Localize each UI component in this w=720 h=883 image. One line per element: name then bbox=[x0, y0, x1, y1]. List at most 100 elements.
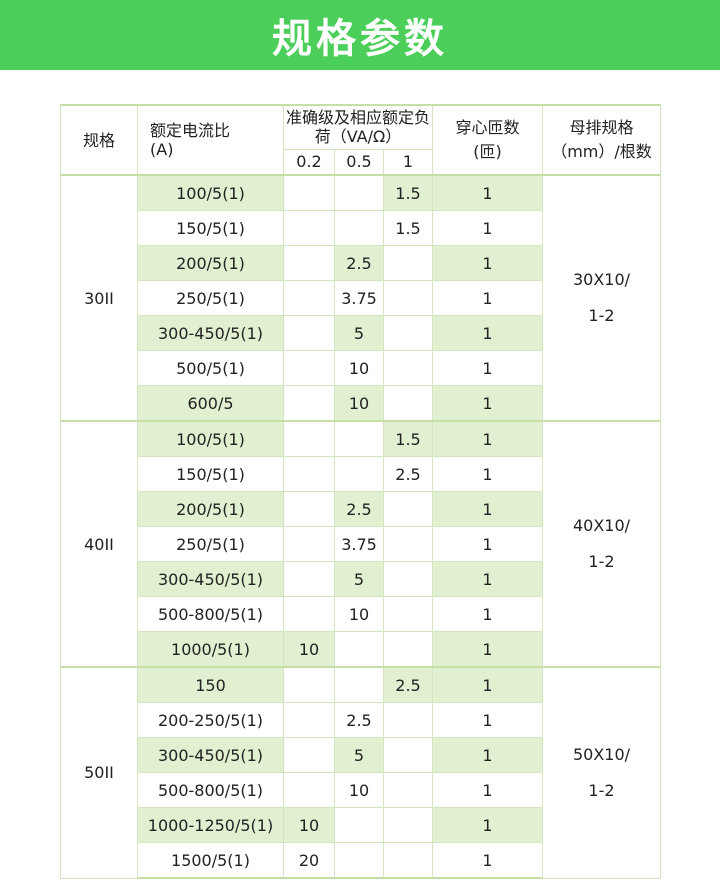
table-row: 600/5 10 1 bbox=[61, 385, 661, 422]
turns-cell: 1 bbox=[432, 526, 543, 562]
turns-cell: 1 bbox=[432, 350, 543, 386]
accuracy-1-cell: 1.5 bbox=[383, 210, 433, 246]
ratio-cell: 250/5(1) bbox=[137, 526, 284, 562]
accuracy-1-cell bbox=[383, 631, 433, 668]
turns-cell: 1 bbox=[432, 315, 543, 351]
accuracy-0-5-cell: 10 bbox=[334, 772, 384, 808]
turns-cell: 1 bbox=[432, 491, 543, 527]
header-model: 规格 bbox=[60, 104, 138, 176]
turns-cell: 1 bbox=[432, 737, 543, 773]
ratio-cell: 500-800/5(1) bbox=[137, 772, 284, 808]
ratio-cell: 300-450/5(1) bbox=[137, 737, 284, 773]
table-row: 50II 150 2.5 1 50X10/ 1-2 bbox=[60, 666, 661, 879]
busbar-cell: 50X10/ 1-2 bbox=[542, 666, 661, 879]
accuracy-0-2-cell bbox=[283, 491, 335, 527]
ratio-cell: 500-800/5(1) bbox=[137, 596, 284, 632]
accuracy-1-cell bbox=[383, 737, 433, 773]
header-acc-0-5: 0.5 bbox=[334, 148, 384, 176]
turns-cell: 1 bbox=[432, 280, 543, 316]
accuracy-0-2-cell bbox=[283, 526, 335, 562]
table-row: 200/5(1) 2.5 1 bbox=[61, 245, 661, 281]
table-row: 250/5(1) 3.75 1 bbox=[61, 280, 661, 316]
accuracy-0-2-cell bbox=[283, 350, 335, 386]
accuracy-0-5-cell: 5 bbox=[334, 737, 384, 773]
ratio-cell: 300-450/5(1) bbox=[137, 315, 284, 351]
table-row: 500-800/5(1) 10 1 bbox=[61, 596, 661, 632]
header-acc-1: 1 bbox=[383, 148, 433, 176]
table-row: 1500/5(1) 20 1 bbox=[61, 842, 661, 879]
ratio-cell: 250/5(1) bbox=[137, 280, 284, 316]
accuracy-0-2-cell bbox=[283, 174, 335, 211]
accuracy-0-5-cell: 5 bbox=[334, 315, 384, 351]
accuracy-0-5-cell: 2.5 bbox=[334, 702, 384, 738]
ratio-cell: 200/5(1) bbox=[137, 491, 284, 527]
ratio-cell: 500/5(1) bbox=[137, 350, 284, 386]
ratio-cell: 100/5(1) bbox=[137, 420, 284, 457]
header-accuracy: 准确级及相应额定负荷（VA/Ω） bbox=[283, 104, 433, 150]
accuracy-1-cell bbox=[383, 350, 433, 386]
accuracy-1-cell bbox=[383, 596, 433, 632]
accuracy-1-cell bbox=[383, 385, 433, 422]
accuracy-0-2-cell bbox=[283, 280, 335, 316]
table-row: 40II 100/5(1) 1.5 1 40X10/ 1-2 bbox=[60, 420, 661, 668]
accuracy-0-5-cell bbox=[334, 842, 384, 879]
accuracy-1-cell bbox=[383, 772, 433, 808]
turns-cell: 1 bbox=[432, 456, 543, 492]
accuracy-0-5-cell bbox=[334, 456, 384, 492]
header-acc-0-2: 0.2 bbox=[283, 148, 335, 176]
model-cell: 50II bbox=[60, 666, 138, 879]
accuracy-1-cell bbox=[383, 561, 433, 597]
turns-cell: 1 bbox=[432, 666, 543, 703]
accuracy-1-cell: 1.5 bbox=[383, 420, 433, 457]
accuracy-1-cell bbox=[383, 842, 433, 879]
accuracy-0-5-cell: 10 bbox=[334, 385, 384, 422]
busbar-cell: 30X10/ 1-2 bbox=[542, 174, 661, 422]
spec-table: 规格 额定电流比 (A) 准确级及相应额定负荷（VA/Ω） 穿心匝数 (匝) 母… bbox=[60, 104, 661, 879]
accuracy-0-5-cell: 3.75 bbox=[334, 280, 384, 316]
accuracy-0-5-cell bbox=[334, 210, 384, 246]
header-ratio: 额定电流比 (A) bbox=[137, 104, 284, 176]
accuracy-0-2-cell bbox=[283, 245, 335, 281]
accuracy-1-cell bbox=[383, 702, 433, 738]
accuracy-0-5-cell bbox=[334, 174, 384, 211]
accuracy-0-2-cell bbox=[283, 702, 335, 738]
accuracy-1-cell bbox=[383, 526, 433, 562]
ratio-cell: 200/5(1) bbox=[137, 245, 284, 281]
accuracy-0-2-cell bbox=[283, 772, 335, 808]
accuracy-0-2-cell bbox=[283, 420, 335, 457]
accuracy-1-cell bbox=[383, 245, 433, 281]
accuracy-0-5-cell: 3.75 bbox=[334, 526, 384, 562]
accuracy-1-cell: 2.5 bbox=[383, 456, 433, 492]
table-row: 1000/5(1) 10 1 bbox=[61, 631, 661, 668]
accuracy-0-5-cell bbox=[334, 666, 384, 703]
accuracy-0-2-cell: 20 bbox=[283, 842, 335, 879]
accuracy-0-5-cell bbox=[334, 807, 384, 843]
accuracy-0-2-cell bbox=[283, 596, 335, 632]
ratio-cell: 600/5 bbox=[137, 385, 284, 422]
turns-cell: 1 bbox=[432, 174, 543, 211]
turns-cell: 1 bbox=[432, 702, 543, 738]
table-row: 1000-1250/5(1) 10 1 bbox=[61, 807, 661, 843]
title-banner: 规格参数 bbox=[0, 0, 720, 70]
header-turns: 穿心匝数 (匝) bbox=[432, 104, 543, 176]
accuracy-0-5-cell: 10 bbox=[334, 596, 384, 632]
accuracy-0-5-cell bbox=[334, 631, 384, 668]
accuracy-1-cell: 2.5 bbox=[383, 666, 433, 703]
accuracy-0-5-cell: 10 bbox=[334, 350, 384, 386]
accuracy-1-cell bbox=[383, 280, 433, 316]
accuracy-0-2-cell bbox=[283, 385, 335, 422]
accuracy-0-5-cell: 2.5 bbox=[334, 245, 384, 281]
accuracy-1-cell bbox=[383, 315, 433, 351]
accuracy-0-5-cell: 2.5 bbox=[334, 491, 384, 527]
ratio-cell: 1000-1250/5(1) bbox=[137, 807, 284, 843]
turns-cell: 1 bbox=[432, 631, 543, 668]
ratio-cell: 150/5(1) bbox=[137, 456, 284, 492]
accuracy-0-5-cell: 5 bbox=[334, 561, 384, 597]
table-row: 30II 100/5(1) 1.5 1 30X10/ 1-2 bbox=[60, 174, 661, 422]
accuracy-0-2-cell bbox=[283, 561, 335, 597]
accuracy-1-cell bbox=[383, 491, 433, 527]
accuracy-0-2-cell bbox=[283, 666, 335, 703]
turns-cell: 1 bbox=[432, 772, 543, 808]
ratio-cell: 1000/5(1) bbox=[137, 631, 284, 668]
accuracy-0-2-cell bbox=[283, 210, 335, 246]
